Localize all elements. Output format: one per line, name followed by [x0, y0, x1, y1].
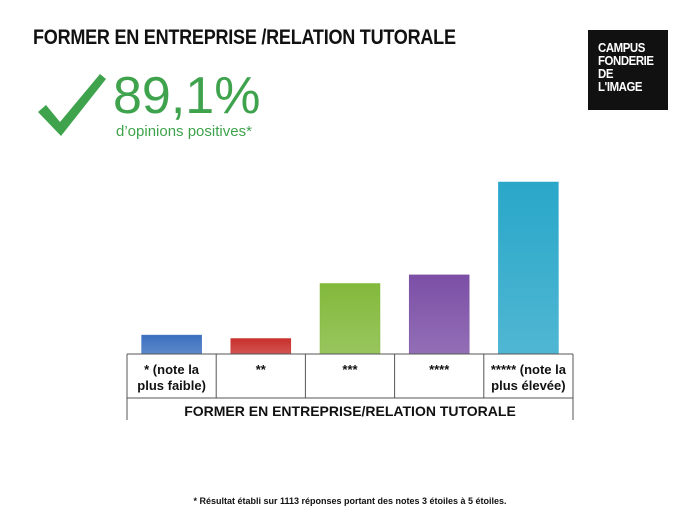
- bar: [319, 283, 381, 355]
- x-tick-label: **: [256, 362, 267, 377]
- footnote: * Résultat établi sur 1113 réponses port…: [193, 496, 507, 506]
- x-axis-title: FORMER EN ENTREPRISE/RELATION TUTORALE: [184, 403, 516, 419]
- logo-line: CAMPUS: [598, 40, 645, 55]
- x-tick-label: * (note la plus faible): [137, 362, 206, 393]
- checkmark-icon: [38, 74, 106, 136]
- positive-percentage: 89,1%: [113, 67, 261, 125]
- x-tick-label: ****: [429, 362, 450, 377]
- campus-logo: CAMPUS FONDERIE DE L'IMAGE: [588, 30, 668, 110]
- x-tick-label: ***** (note la plus élevée): [491, 362, 567, 393]
- bar: [230, 338, 292, 355]
- page-title: FORMER EN ENTREPRISE /RELATION TUTORALE: [33, 26, 456, 49]
- logo-line: FONDERIE: [598, 53, 654, 68]
- logo-line: DE: [598, 66, 614, 81]
- bar: [141, 334, 202, 355]
- bar: [498, 181, 559, 355]
- positive-opinions-caption: d’opinions positives*: [116, 123, 252, 140]
- x-tick-label: ***: [342, 362, 358, 377]
- logo-line: L'IMAGE: [598, 79, 643, 94]
- bar: [408, 274, 470, 355]
- bar-chart: * (note la plus faible)** *** **** ***** (no…: [126, 181, 574, 420]
